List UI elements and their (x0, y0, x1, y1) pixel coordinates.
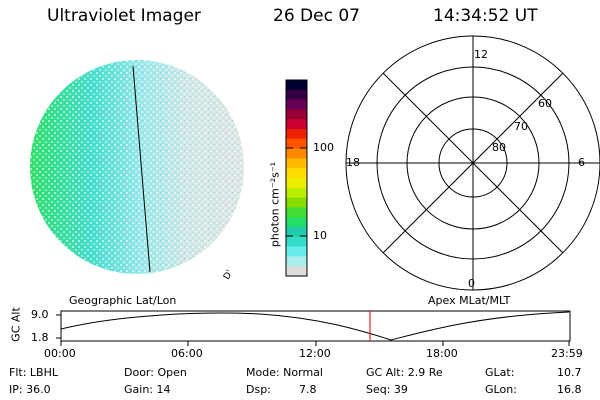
colorbar-swatch (286, 148, 307, 159)
colorbar-swatch (286, 236, 307, 248)
colorbar-frame (285, 79, 308, 277)
y-tick-1-8: 1.8 (31, 331, 49, 344)
colorbar-tick-100: 100 (313, 141, 334, 154)
colorbar-swatch (286, 129, 307, 140)
dsp-value: 7.8 (299, 383, 317, 396)
colorbar-swatch (286, 227, 307, 238)
mlat-label-70: 70 (514, 120, 528, 133)
mlt-label-12: 12 (474, 48, 488, 61)
time-label: 14:34:52 UT (433, 6, 538, 26)
uv-globe-image (30, 60, 244, 274)
colorbar-swatch (286, 207, 307, 218)
mlat-label-80: 80 (492, 141, 506, 154)
colorbar-swatch (286, 109, 307, 120)
colorbar-swatch (286, 158, 307, 169)
filter-info: Flt: LBHL (9, 366, 58, 379)
gain-info: Gain: 14 (124, 383, 171, 396)
polar-plot (345, 35, 600, 291)
colorbar-swatch (286, 178, 307, 189)
mlt-label-0: 0 (468, 277, 475, 290)
colorbar-swatch (286, 80, 307, 91)
date-label: 26 Dec 07 (273, 6, 360, 26)
terminator-line (132, 65, 151, 273)
mode-info: Mode: Normal (246, 366, 323, 379)
colorbar-swatch (286, 266, 307, 277)
glat-value: 10.7 (557, 366, 582, 379)
colorbar-swatch (286, 168, 307, 179)
x-tick-0600: 06:00 (171, 347, 203, 360)
colorbar-swatch (286, 119, 307, 130)
x-tick-0000: 00:00 (44, 347, 76, 360)
seq-info: Seq: 39 (366, 383, 408, 396)
dsp-label: Dsp: (246, 383, 271, 396)
y-tick-9: 9.0 (31, 308, 49, 321)
mlt-label-18: 18 (346, 156, 360, 169)
apex-label: Apex MLat/MLT (428, 294, 511, 307)
colorbar-swatch (286, 99, 307, 110)
glon-label: GLon: (485, 383, 517, 396)
colorbar-swatch (286, 256, 307, 267)
x-tick-1800: 18:00 (426, 347, 458, 360)
gc-alt-info: GC Alt: 2.9 Re (366, 366, 443, 379)
colorbar-tick-10: 10 (313, 229, 327, 242)
glat-label: GLat: (485, 366, 515, 379)
glon-value: 16.8 (557, 383, 582, 396)
x-tick-2359: 23:59 (551, 347, 583, 360)
colorbar-swatch (286, 246, 307, 257)
colorbar-swatch (286, 197, 307, 208)
colorbar-swatch (286, 89, 307, 101)
altitude-curve (60, 311, 570, 341)
colorbar-swatch (286, 217, 307, 228)
mlt-label-6: 6 (578, 156, 585, 169)
altitude-timeline (56, 310, 571, 346)
app-title: Ultraviolet Imager (47, 6, 201, 26)
colorbar (285, 79, 308, 277)
gc-alt-axis-title: GC Alt (9, 307, 23, 342)
door-info: Door: Open (124, 366, 187, 379)
mlat-label-60: 60 (538, 97, 552, 110)
ip-info: IP: 36.0 (9, 383, 51, 396)
x-tick-1200: 12:00 (299, 347, 331, 360)
colorbar-unit-label: photon cm⁻²s⁻¹ (268, 161, 282, 248)
colorbar-swatch (286, 187, 307, 199)
colorbar-swatch (286, 138, 307, 150)
geographic-label: Geographic Lat/Lon (69, 294, 177, 307)
